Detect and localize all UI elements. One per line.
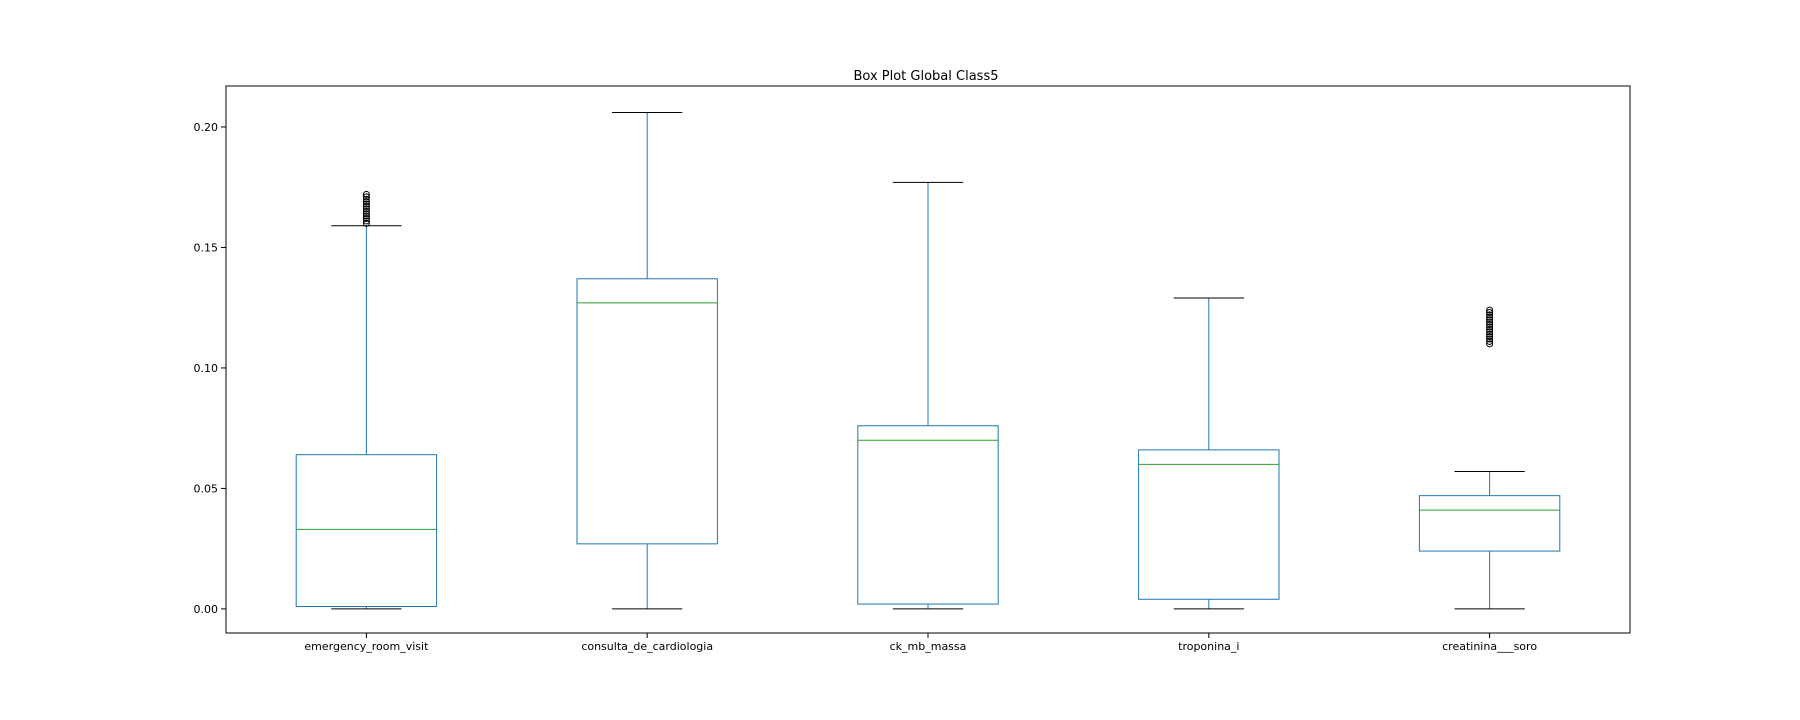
x-tick-label: ck_mb_massa <box>890 640 967 653</box>
y-tick-label: 0.05 <box>194 482 219 495</box>
outlier-point <box>1486 318 1494 326</box>
outlier-point <box>1486 335 1494 343</box>
x-tick-label: emergency_room_visit <box>304 640 429 653</box>
outlier-point <box>362 190 370 198</box>
box-group-creatinina___soro <box>1418 306 1561 610</box>
outlier-point <box>362 210 370 218</box>
outlier-point <box>362 195 370 203</box>
y-tick-label: 0.10 <box>194 362 219 375</box>
x-tick-label: consulta_de_cardiologia <box>581 640 713 653</box>
outlier-point <box>362 219 370 227</box>
outlier-point <box>362 200 370 208</box>
outlier-point <box>1486 321 1494 329</box>
outlier-point <box>1486 333 1494 341</box>
outlier-point <box>1486 340 1494 348</box>
box-group-ck_mb_massa <box>857 181 999 610</box>
box-group-consulta_de_cardiologia <box>576 112 718 610</box>
box <box>576 278 718 545</box>
outlier-point <box>362 193 370 201</box>
outlier-point <box>362 207 370 215</box>
outlier-point <box>1486 306 1494 314</box>
outlier-point <box>1486 323 1494 331</box>
outlier-point <box>1486 337 1494 345</box>
outlier-point <box>362 215 370 223</box>
box <box>1138 449 1280 600</box>
y-tick-label: 0.20 <box>194 121 219 134</box>
outlier-point <box>1486 311 1494 319</box>
y-tick-label: 0.00 <box>194 603 219 616</box>
outlier-point <box>362 202 370 210</box>
box <box>857 425 999 605</box>
outlier-point <box>1486 309 1494 317</box>
outlier-point <box>1486 330 1494 338</box>
box <box>1418 495 1561 552</box>
outlier-point <box>362 212 370 220</box>
x-tick-label: creatinina___soro <box>1442 640 1537 653</box>
plot-area <box>295 112 1561 610</box>
box <box>295 454 438 607</box>
outlier-point <box>1486 313 1494 321</box>
outlier-point <box>1486 325 1494 333</box>
outlier-point <box>362 198 370 206</box>
x-axis: emergency_room_visit consulta_de_cardiolo… <box>304 633 1537 653</box>
chart-title: Box Plot Global Class5 <box>853 69 998 84</box>
y-tick-label: 0.15 <box>194 241 219 254</box>
outlier-point <box>1486 316 1494 324</box>
box-group-emergency_room_visit <box>295 190 438 610</box>
outlier-point <box>1486 328 1494 336</box>
box-group-troponina_i <box>1138 297 1280 610</box>
x-tick-label: troponina_i <box>1178 640 1239 653</box>
y-axis: 0.00 0.05 0.10 0.15 0.20 <box>194 121 226 616</box>
outlier-point <box>362 217 370 225</box>
outlier-point <box>362 205 370 213</box>
